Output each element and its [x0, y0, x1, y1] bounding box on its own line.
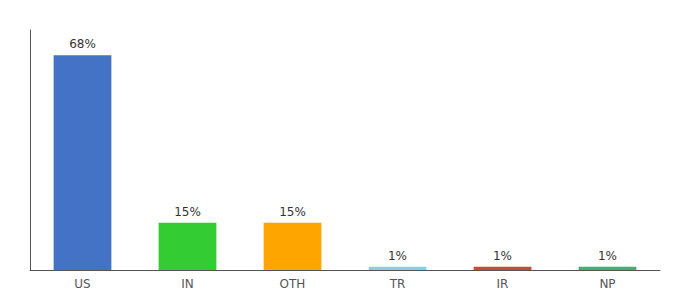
svg-text:1%: 1% [598, 249, 617, 263]
svg-text:68%: 68% [69, 37, 96, 51]
svg-text:15%: 15% [174, 205, 201, 219]
svg-text:TR: TR [389, 277, 406, 291]
svg-text:IN: IN [181, 277, 194, 291]
svg-text:1%: 1% [388, 249, 407, 263]
svg-text:1%: 1% [493, 249, 512, 263]
svg-text:NP: NP [599, 277, 615, 291]
svg-text:US: US [74, 277, 90, 291]
svg-text:15%: 15% [279, 205, 306, 219]
svg-text:OTH: OTH [280, 277, 306, 291]
svg-text:IR: IR [497, 277, 509, 291]
